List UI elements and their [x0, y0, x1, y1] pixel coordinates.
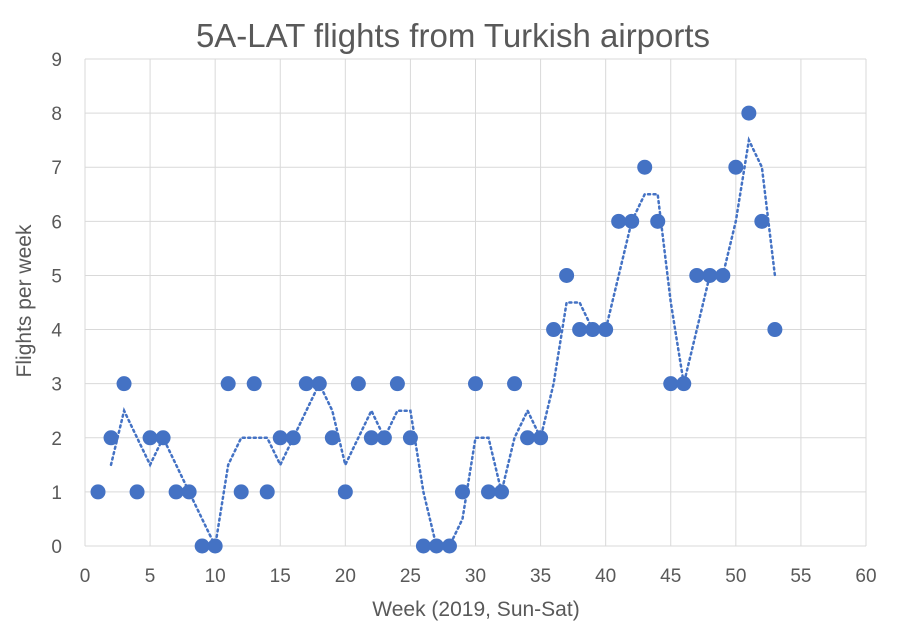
y-tick-label: 1 [51, 483, 62, 504]
y-axis-tick-labels: 0 1 2 3 4 5 6 7 8 9 [51, 50, 62, 558]
data-point [598, 322, 614, 338]
chart-title: 5A-LAT flights from Turkish airports [196, 17, 710, 54]
data-point [168, 484, 184, 500]
data-point [676, 376, 692, 392]
y-tick-label: 5 [51, 266, 62, 287]
data-point [207, 538, 223, 554]
data-point [428, 538, 444, 554]
data-point [611, 213, 627, 229]
x-tick-label: 40 [595, 566, 616, 587]
data-point [259, 484, 275, 500]
data-point [246, 376, 262, 392]
x-tick-label: 30 [465, 566, 486, 587]
y-tick-label: 6 [51, 212, 62, 233]
data-point [194, 538, 210, 554]
data-point [559, 267, 575, 283]
data-point [481, 484, 497, 500]
y-tick-label: 9 [51, 50, 62, 71]
data-point [572, 322, 588, 338]
data-point [741, 105, 757, 121]
data-point [754, 213, 770, 229]
x-tick-label: 15 [270, 566, 291, 587]
data-point [689, 267, 705, 283]
data-point [663, 376, 679, 392]
moving-average-trendline [109, 136, 777, 551]
data-point [129, 484, 145, 500]
data-point [402, 430, 418, 446]
data-point [468, 376, 483, 392]
x-tick-label: 5 [145, 566, 156, 587]
data-point [363, 430, 379, 446]
data-point [116, 376, 132, 392]
data-point [90, 484, 106, 500]
x-tick-label: 35 [530, 566, 551, 587]
x-tick-label: 55 [790, 566, 811, 587]
data-point [311, 376, 327, 392]
data-point [103, 430, 119, 446]
data-point [337, 484, 353, 500]
data-point [585, 322, 601, 338]
data-point [715, 267, 731, 283]
data-point [415, 538, 431, 554]
data-point [155, 430, 171, 446]
y-tick-label: 2 [51, 429, 62, 450]
data-point [324, 430, 340, 446]
y-tick-label: 8 [51, 104, 62, 125]
data-point [728, 159, 744, 175]
data-point [624, 213, 640, 229]
data-point [350, 376, 366, 392]
x-axis-tick-labels: 0 5 10 15 20 25 30 35 40 45 50 55 60 [80, 566, 877, 587]
data-point [533, 430, 549, 446]
y-tick-label: 3 [51, 375, 62, 396]
y-tick-label: 0 [51, 537, 62, 558]
y-tick-label: 7 [51, 158, 62, 179]
data-point [454, 484, 470, 500]
x-tick-label: 0 [80, 566, 91, 587]
data-point [546, 322, 562, 338]
data-point [272, 430, 288, 446]
x-tick-label: 10 [205, 566, 226, 587]
data-point [650, 213, 666, 229]
data-point [520, 430, 536, 446]
x-tick-label: 20 [335, 566, 356, 587]
data-point [507, 376, 523, 392]
data-points [90, 105, 783, 554]
data-point [220, 376, 236, 392]
data-point [285, 430, 301, 446]
data-point [376, 430, 392, 446]
data-point [441, 538, 457, 554]
data-point [767, 322, 783, 338]
x-tick-label: 25 [400, 566, 421, 587]
data-point [702, 267, 718, 283]
x-tick-label: 50 [725, 566, 746, 587]
data-point [494, 484, 510, 500]
grid [84, 58, 867, 547]
data-point [233, 484, 249, 500]
y-tick-label: 4 [51, 321, 62, 342]
data-point [389, 376, 405, 392]
data-point [298, 376, 314, 392]
x-axis-title: Week (2019, Sun-Sat) [372, 598, 579, 621]
x-tick-label: 60 [855, 566, 876, 587]
data-point [637, 159, 653, 175]
y-axis-title: Flights per week [13, 224, 36, 377]
trendline-layer [109, 136, 777, 551]
x-tick-label: 45 [660, 566, 681, 587]
data-point [142, 430, 158, 446]
data-point [181, 484, 197, 500]
